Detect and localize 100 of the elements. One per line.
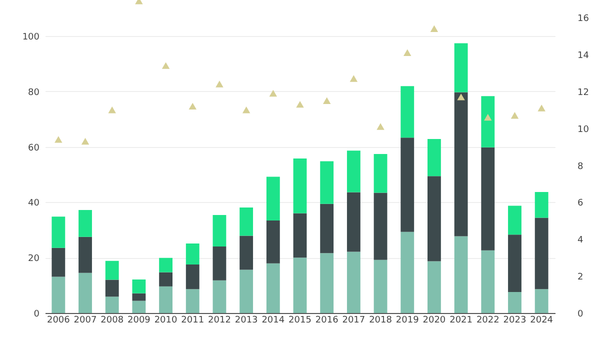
bar <box>454 92 468 236</box>
y-tick-label: 40 <box>28 198 40 209</box>
bar <box>52 248 66 277</box>
point <box>484 114 492 121</box>
x-tick-label: 2019 <box>396 316 420 326</box>
bar <box>534 218 548 290</box>
bar <box>346 150 360 192</box>
bar <box>293 258 307 313</box>
y2-tick-label: 16 <box>578 14 590 24</box>
bar <box>105 296 119 313</box>
bar <box>400 86 414 138</box>
y-tick-label: 0 <box>34 310 40 320</box>
point <box>457 94 465 100</box>
bar <box>132 300 146 313</box>
bar <box>534 192 548 218</box>
bar <box>132 279 146 294</box>
bar <box>159 258 172 272</box>
point <box>269 90 278 97</box>
x-tick-label: 2017 <box>342 316 366 326</box>
point <box>81 138 90 145</box>
y-tick-label: 100 <box>22 32 40 43</box>
x-tick-label: 2021 <box>450 316 473 326</box>
y2-tick-label: 14 <box>578 50 590 61</box>
bar <box>508 206 522 235</box>
bar <box>52 276 66 313</box>
bar <box>400 232 414 313</box>
bar <box>293 213 307 258</box>
bar <box>374 192 388 260</box>
x-tick-label: 2024 <box>530 316 554 326</box>
y2-tick-label: 12 <box>578 88 589 98</box>
point <box>403 49 412 56</box>
bar <box>266 176 280 220</box>
bar <box>346 192 360 252</box>
bar <box>78 236 92 273</box>
bar <box>481 250 495 313</box>
x-tick-label: 2014 <box>262 316 285 326</box>
x-tick-label: 2006 <box>46 316 70 326</box>
point <box>162 62 170 69</box>
y-tick-label: 60 <box>28 143 40 154</box>
bar <box>481 96 495 148</box>
bar <box>212 280 226 313</box>
bar <box>428 176 441 262</box>
y2-tick-label: 8 <box>578 162 584 172</box>
bar <box>428 261 441 313</box>
point <box>188 102 197 110</box>
point <box>376 123 384 130</box>
x-tick-label: 2008 <box>100 316 124 326</box>
bar <box>159 272 172 286</box>
bar <box>105 260 119 280</box>
bar <box>508 234 522 292</box>
bar <box>481 147 495 250</box>
x-tick-label: 2023 <box>503 316 526 326</box>
x-tick-label: 2013 <box>234 316 258 326</box>
y2-tick-label: 10 <box>578 124 590 135</box>
bar <box>266 263 280 313</box>
point <box>350 75 358 82</box>
y-tick-label: 20 <box>28 254 40 264</box>
y2-tick-label: 2 <box>578 272 584 283</box>
x-tick-label: 2012 <box>208 316 231 326</box>
bar <box>186 289 200 313</box>
bar <box>212 214 226 247</box>
bar <box>266 220 280 264</box>
y2-tick-label: 6 <box>578 198 584 209</box>
y-tick-label: 80 <box>28 88 40 98</box>
point <box>322 97 331 104</box>
bar <box>293 158 307 214</box>
bar <box>78 210 92 237</box>
bar <box>78 272 92 313</box>
bar <box>186 264 200 290</box>
bar <box>132 293 146 301</box>
bar <box>428 139 441 176</box>
point <box>510 112 519 119</box>
x-tick-label: 2018 <box>369 316 392 326</box>
point <box>54 136 62 143</box>
bar <box>508 292 522 313</box>
bar <box>374 260 388 313</box>
bar <box>454 236 468 313</box>
bar <box>52 216 66 248</box>
x-tick-label: 2022 <box>476 316 500 326</box>
point <box>216 80 224 88</box>
y2-tick-label: 4 <box>578 236 584 246</box>
point <box>430 25 438 32</box>
x-tick-label: 2011 <box>181 316 204 326</box>
bar <box>240 236 254 270</box>
x-tick-label: 2009 <box>127 316 151 326</box>
point <box>108 106 116 114</box>
x-tick-label: 2015 <box>288 316 312 326</box>
bar <box>534 289 548 313</box>
y2-tick-label: 0 <box>578 310 584 320</box>
x-tick-label: 2007 <box>74 316 97 326</box>
bar <box>400 138 414 232</box>
point <box>242 106 250 114</box>
bar <box>346 252 360 313</box>
bar <box>374 154 388 193</box>
point <box>538 104 546 112</box>
x-tick-label: 2016 <box>315 316 339 326</box>
bar <box>320 204 334 254</box>
bar <box>240 207 254 236</box>
bar <box>320 161 334 204</box>
bar <box>105 280 119 297</box>
